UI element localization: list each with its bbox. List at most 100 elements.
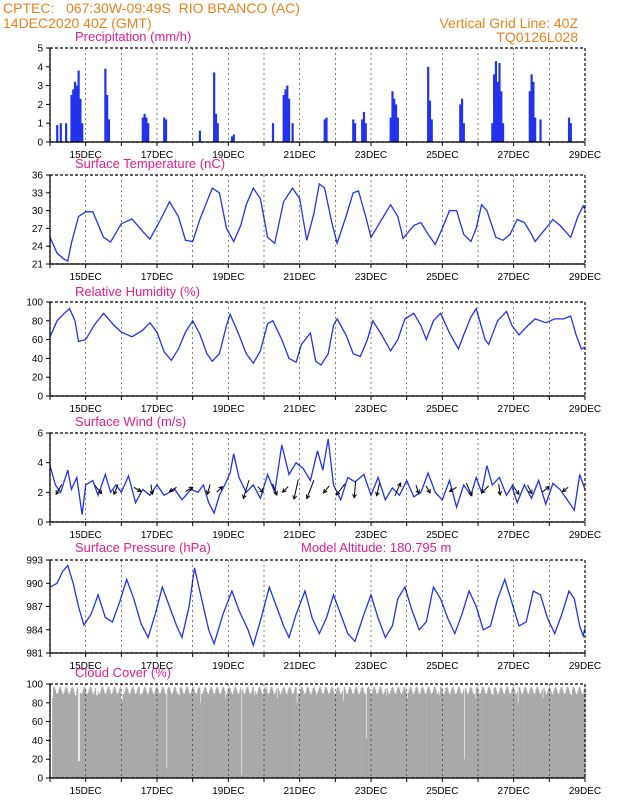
cloud-bar <box>147 694 149 778</box>
cloud-bar <box>270 687 272 778</box>
precip-bar <box>65 123 68 142</box>
cloud-bar <box>74 695 76 778</box>
precip-bar <box>56 125 59 142</box>
cloud-bar <box>558 693 560 778</box>
cloud-bar <box>374 687 376 778</box>
x-tick-label: 29DEC <box>569 272 601 283</box>
panel-1: 0 1 2 3 4 5 15DEC 17DEC 19DEC 21DEC 23DEC 25DEC 27DE… <box>37 29 601 161</box>
cloud-bar <box>161 687 164 778</box>
cloud-bar <box>301 687 303 778</box>
cloud-bar <box>464 687 467 778</box>
cloud-bar <box>104 694 106 778</box>
cloud-bar <box>58 689 60 778</box>
cloud-bar <box>431 694 433 778</box>
cloud-bar <box>284 691 287 778</box>
cloud-bar <box>427 687 429 778</box>
wind-arrow <box>425 485 431 494</box>
cloud-bar <box>173 688 175 778</box>
panel-title: Surface Pressure (hPa) <box>75 540 211 555</box>
y-tick-label: 0 <box>37 518 43 529</box>
cloud-bar <box>318 687 320 778</box>
cloud-bar <box>344 689 346 778</box>
cloud-bar <box>317 690 320 778</box>
cloud-bar <box>80 694 82 778</box>
cloud-bar <box>224 690 226 778</box>
cloud-bar <box>227 688 229 778</box>
cloud-bar <box>512 687 514 778</box>
precip-bar <box>216 123 219 142</box>
cloud-bar <box>390 688 393 778</box>
cloud-bar <box>292 693 295 778</box>
cloud-bar <box>54 689 57 778</box>
precip-bar <box>539 119 542 142</box>
x-tick-label: 25DEC <box>426 150 458 161</box>
cloud-bar <box>184 690 187 778</box>
cloud-bar <box>308 688 310 778</box>
cloud-bar <box>217 690 220 778</box>
cloud-bar <box>307 686 309 778</box>
cloud-bar <box>459 690 461 778</box>
cloud-bar <box>415 688 417 778</box>
cloud-bar <box>551 694 553 778</box>
cloud-bar <box>449 693 452 778</box>
cloud-bar <box>65 686 67 778</box>
x-tick-label: 19DEC <box>212 272 244 283</box>
cloud-bar <box>131 687 133 778</box>
x-tick-label: 15DEC <box>70 150 102 161</box>
wind-arrow <box>94 484 103 495</box>
precip-bar <box>73 81 77 142</box>
cloud-bar <box>129 693 131 778</box>
cloud-bar <box>190 692 192 778</box>
cloud-bar <box>552 693 554 778</box>
cloud-bar <box>280 694 282 778</box>
cloud-bar <box>247 687 249 778</box>
precip-bar <box>532 81 535 142</box>
cloud-bar <box>210 686 213 778</box>
cloud-bar <box>438 692 440 778</box>
wind-arrow <box>352 480 357 499</box>
wind-arrow <box>465 482 473 497</box>
cloud-bar <box>309 693 312 778</box>
panel-title: Precipitation (mm/h) <box>75 29 191 44</box>
x-tick-label: 19DEC <box>212 661 244 672</box>
cloud-bar <box>347 693 349 778</box>
cloud-bar <box>222 686 224 778</box>
cloud-bar <box>324 687 327 778</box>
cloud-bar <box>450 690 452 778</box>
cloud-bar <box>226 694 228 778</box>
cloud-bar <box>412 693 414 778</box>
y-tick-label: 993 <box>26 556 43 567</box>
cloud-bar <box>490 693 493 778</box>
cloud-bar <box>291 692 293 778</box>
cloud-bar <box>261 694 263 778</box>
cloud-bar <box>531 689 534 778</box>
cloud-bar <box>77 761 80 778</box>
cloud-bar <box>481 687 484 778</box>
header-vertical-grid-line: Vertical Grid Line: 40Z <box>439 15 578 31</box>
cloud-bar <box>446 686 448 778</box>
cloud-bar <box>331 686 333 778</box>
precip-bar <box>106 95 109 142</box>
cloud-bar <box>158 692 160 778</box>
wind-arrow <box>511 484 520 496</box>
cloud-bar <box>143 686 146 778</box>
cloud-bar <box>573 687 575 778</box>
cloud-bar <box>559 690 561 778</box>
cloud-bar <box>396 690 398 778</box>
cloud-bar <box>123 693 125 778</box>
cloud-bar <box>269 689 271 778</box>
cloud-bar <box>391 686 394 778</box>
cloud-bar <box>204 686 206 778</box>
cloud-bar <box>211 689 213 778</box>
precip-bar <box>213 72 216 142</box>
panel-title: Cloud Cover (%) <box>75 665 171 680</box>
cloud-bar <box>429 689 431 778</box>
cloud-bar <box>515 694 517 778</box>
cloud-bar <box>206 691 208 778</box>
cloud-bar <box>364 694 366 778</box>
cloud-bar <box>476 686 478 778</box>
series-line <box>49 564 586 648</box>
cloud-bar <box>285 694 287 778</box>
cloud-bar <box>176 694 179 778</box>
precip-bar <box>352 119 355 142</box>
